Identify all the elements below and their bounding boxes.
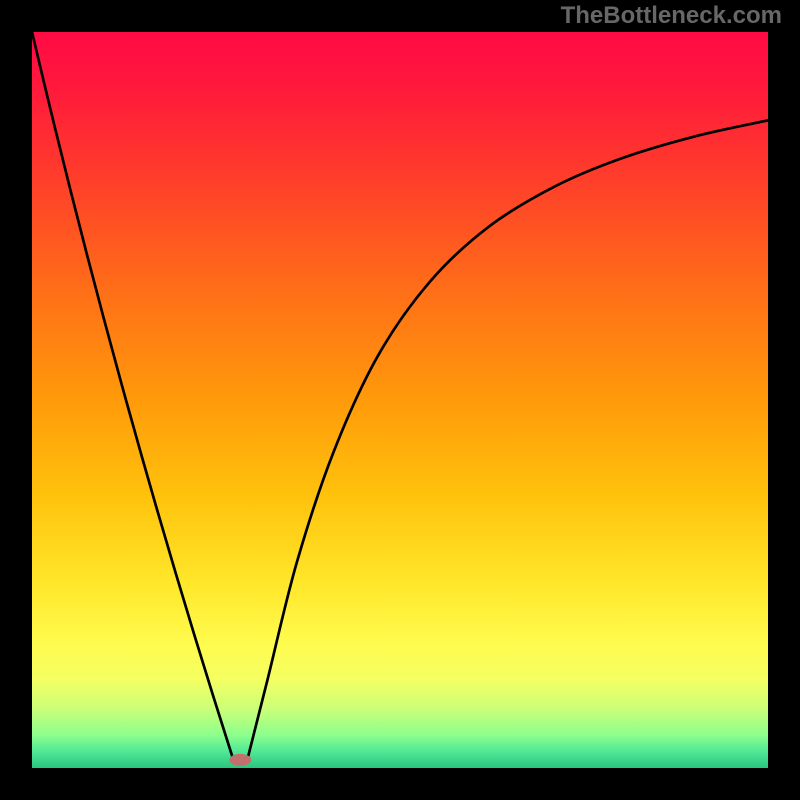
plot-area (32, 32, 768, 768)
outer-frame: TheBottleneck.com (0, 0, 800, 800)
vertex-marker (229, 754, 251, 766)
watermark-text: TheBottleneck.com (561, 2, 782, 30)
chart-svg (32, 32, 768, 768)
gradient-background (32, 32, 768, 768)
